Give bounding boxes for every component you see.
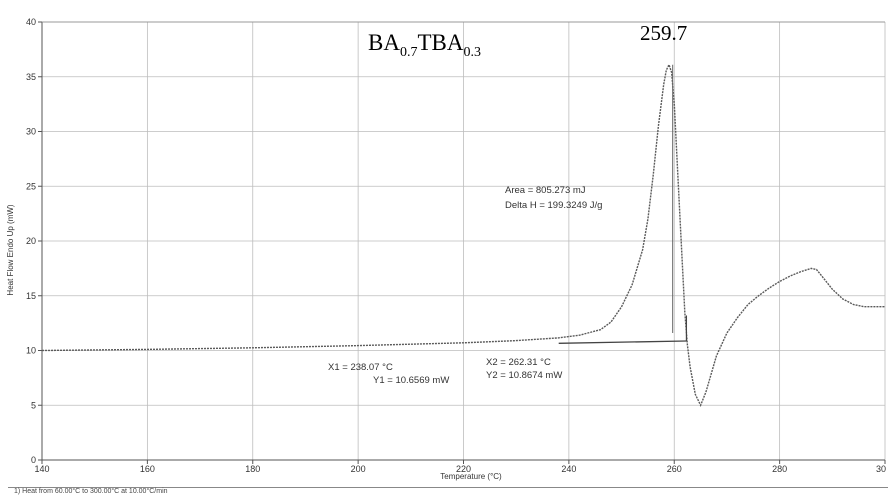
footer-divider (8, 487, 888, 499)
title-sub-1: 0.7 (400, 45, 418, 60)
peak-baseline (558, 340, 687, 344)
x-tick-label: 160 (140, 464, 155, 474)
y-tick-label: 30 (26, 127, 36, 137)
y1-annotation: Y1 = 10.6569 mW (373, 375, 449, 386)
area-annotation: Area = 805.273 mJ (505, 185, 586, 196)
title-sub-2: 0.3 (463, 45, 481, 60)
x-tick-label: 240 (561, 464, 576, 474)
x-tick-label: 220 (456, 464, 471, 474)
x2-annotation: X2 = 262.31 °C (486, 357, 551, 368)
y-tick-label: 40 (26, 17, 36, 27)
x-tick-label: 30 (876, 464, 886, 474)
series-layer (41, 62, 885, 408)
grid-lines (41, 21, 886, 461)
x-tick-label: 280 (772, 464, 787, 474)
x-tick-label: 260 (667, 464, 682, 474)
y-tick-label: 5 (31, 400, 36, 410)
title-base-1: BA (368, 30, 400, 55)
x-axis-label: Temperature (°C) (440, 472, 502, 481)
y-tick-label: 20 (26, 236, 36, 246)
x-tick-label: 180 (245, 464, 260, 474)
y-tick-label: 35 (26, 72, 36, 82)
title-base-2: TBA (417, 30, 463, 55)
peak-label: 259.7 (640, 21, 687, 45)
x1-annotation: X1 = 238.07 °C (328, 362, 393, 373)
y-tick-label: 25 (26, 181, 36, 191)
y-tick-label: 15 (26, 291, 36, 301)
method-footer: 1) Heat from 60.00°C to 300.00°C at 10.0… (14, 488, 168, 495)
chart-title: BA0.7TBA0.3 (368, 30, 481, 60)
x-tick-label: 200 (351, 464, 366, 474)
x-axis-ticks: 140 160 180 200 220 240 260 280 30 (34, 460, 886, 474)
y-tick-label: 10 (26, 346, 36, 356)
delta-h-annotation: Delta H = 199.3249 J/g (505, 200, 602, 211)
x-tick-label: 140 (34, 464, 49, 474)
y-axis-ticks: 0 5 10 15 20 25 30 35 40 (26, 17, 42, 465)
y-axis-label: Heat Flow Endo Up (mW) (6, 204, 15, 295)
y2-annotation: Y2 = 10.8674 mW (486, 370, 562, 381)
y-tick-label: 0 (31, 455, 36, 465)
